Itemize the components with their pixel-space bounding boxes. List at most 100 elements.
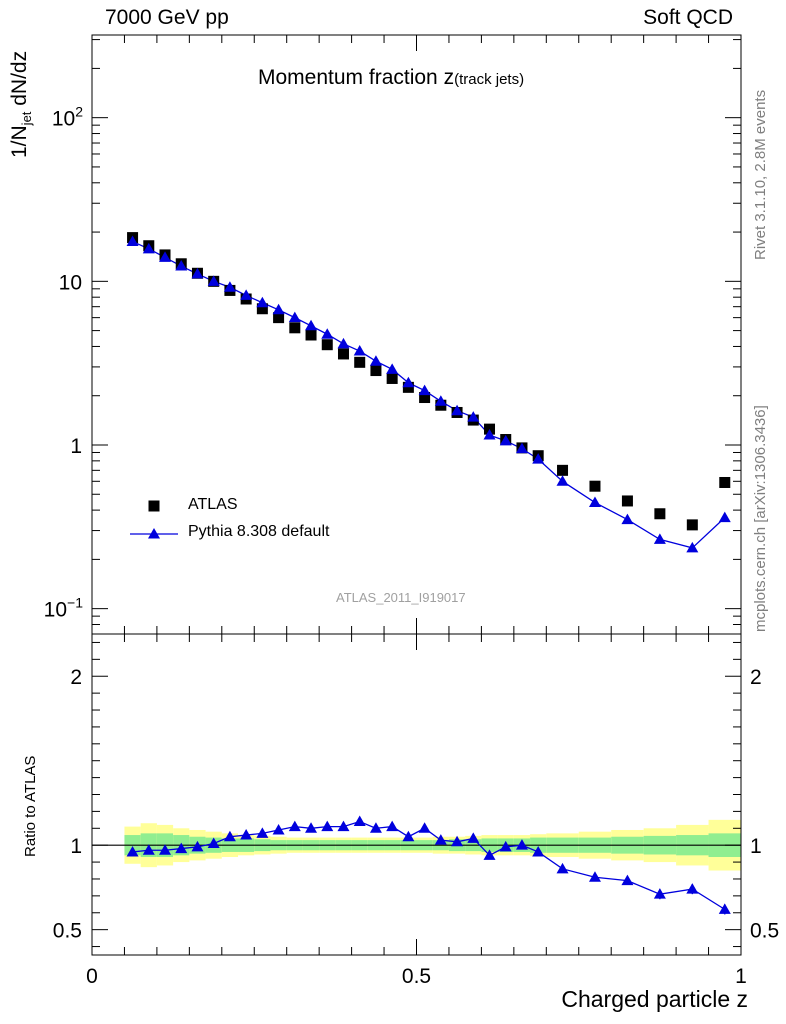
pythia-data-point (467, 411, 480, 422)
atlas-data-point (273, 312, 285, 324)
pythia-data-point (256, 296, 269, 308)
ratio-data-point (288, 820, 301, 832)
pythia-data-point (175, 260, 188, 271)
ratio-data-point (126, 845, 139, 857)
atlas-data-point (305, 329, 317, 341)
pythia-data-point (402, 376, 415, 388)
pythia-series-markers (126, 235, 731, 553)
atlas-data-point (354, 356, 366, 368)
ratio-data-point (499, 840, 512, 852)
main-y-axis-label: 1/Njet dN/dz (8, 50, 35, 158)
main-y-tick-label: 1 (70, 435, 82, 458)
chart-title: Momentum fraction z(track jets) (258, 66, 524, 90)
atlas-data-point (419, 392, 431, 404)
beam-energy-label: 7000 GeV pp (105, 6, 229, 29)
ratio-data-point (621, 874, 634, 886)
ratio-y-tick-label-left: 2 (70, 666, 82, 689)
ratio-data-point (556, 862, 569, 874)
pythia-data-point (126, 235, 139, 247)
ratio-data-point (467, 832, 480, 843)
pythia-data-point (556, 475, 569, 486)
ratio-data-point (207, 837, 220, 848)
pythia-data-point (418, 384, 431, 396)
ratio-data-point (191, 840, 204, 852)
ratio-data-point (418, 822, 431, 833)
ratio-data-point (369, 822, 382, 833)
ratio-data-point (175, 842, 188, 854)
pythia-data-point (159, 251, 172, 262)
ratio-y-tick-label-left: 0.5 (53, 920, 82, 943)
ratio-axis-ticks (91, 634, 742, 955)
ratio-data-point (483, 849, 496, 860)
pythia-data-point (653, 533, 666, 544)
main-y-tick-label: 102 (52, 104, 83, 131)
pythia-data-point (499, 434, 512, 446)
analysis-id-label: ATLAS_2011_I919017 (336, 590, 466, 605)
main-y-tick-label: 10 (59, 271, 82, 294)
pythia-data-point (515, 442, 528, 454)
ratio-data-point (515, 839, 528, 850)
pythia-data-point (305, 319, 318, 331)
atlas-data-point (321, 339, 333, 351)
atlas-data-point (402, 381, 414, 393)
main-frame-rect (91, 34, 742, 635)
atlas-data-point (557, 464, 569, 476)
ratio-data-point (686, 883, 699, 894)
pythia-data-point (142, 242, 155, 254)
atlas-data-point (289, 322, 301, 334)
x-axis-label: Charged particle z (561, 986, 748, 1012)
pythia-data-point (483, 429, 496, 440)
ratio-data-point (272, 823, 285, 835)
pythia-data-point (337, 337, 350, 349)
ratio-data-point (223, 830, 236, 842)
pythia-data-point (191, 267, 204, 279)
legend-marks (130, 500, 178, 539)
legend-pythia-marker (148, 528, 160, 539)
main-y-tick-label: 10−1 (44, 595, 84, 622)
ratio-data-point (305, 822, 318, 833)
main-axis-ticks (91, 35, 742, 635)
atlas-series-markers (127, 232, 731, 531)
ratio-data-point (256, 827, 269, 838)
atlas-data-point (337, 348, 349, 360)
pythia-data-point (272, 303, 285, 315)
atlas-data-point (256, 303, 268, 315)
atlas-data-point (686, 519, 698, 531)
atlas-data-point (370, 365, 382, 377)
x-tick-label: 1 (735, 965, 747, 988)
pythia-data-point (240, 289, 253, 300)
mcplots-label: mcplots.cern.ch [arXiv:1306.3436] (752, 405, 769, 632)
process-label: Soft QCD (643, 6, 733, 29)
ratio-data-point (159, 844, 172, 855)
ratio-data-point (653, 888, 666, 899)
ratio-data-point (142, 844, 155, 855)
ratio-series (126, 815, 731, 915)
legend-atlas-marker (148, 500, 160, 512)
pythia-data-point (434, 395, 447, 406)
pythia-data-point (223, 281, 236, 292)
rivet-version-label: Rivet 3.1.10, 2.8M events (752, 89, 769, 260)
pythia-data-point (369, 355, 382, 366)
ratio-data-point (321, 820, 334, 832)
chart-title-sub: (track jets) (454, 71, 525, 88)
ratio-y-tick-label-right: 0.5 (750, 920, 779, 943)
legend-pythia-label: Pythia 8.308 default (188, 523, 330, 540)
ratio-y-axis-label: Ratio to ATLAS (22, 755, 39, 857)
pythia-data-point (588, 496, 601, 508)
atlas-data-point (386, 372, 398, 384)
pythia-data-point (321, 328, 334, 339)
chart-title-main: Momentum fraction z (258, 66, 455, 89)
ratio-data-point (434, 834, 447, 845)
main-plot-frame (91, 34, 742, 635)
atlas-data-point (621, 495, 633, 507)
ratio-y-tick-label-right: 1 (750, 835, 762, 858)
ratio-data-point (451, 835, 464, 847)
x-tick-label: 0.5 (402, 965, 431, 988)
ratio-data-point (353, 815, 366, 827)
pythia-data-point (207, 275, 220, 286)
ratio-data-point (402, 830, 415, 842)
pythia-data-point (451, 404, 464, 416)
pythia-data-point (718, 511, 731, 523)
